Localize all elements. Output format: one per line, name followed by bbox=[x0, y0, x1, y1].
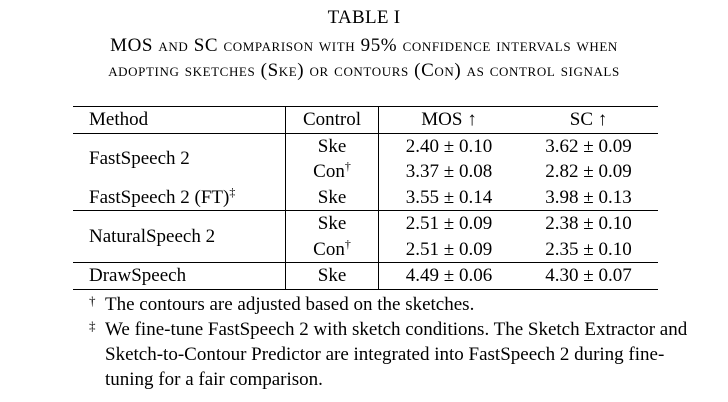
table-row: Con† 3.37 ± 0.08 2.82 ± 0.09 bbox=[73, 159, 658, 185]
header-method: Method bbox=[89, 109, 149, 130]
footnote-text: The contours are adjusted based on the s… bbox=[105, 294, 475, 315]
results-table: Method Control MOS ↑ SC ↑ FastSpeech 2 S… bbox=[73, 106, 658, 290]
caption-line-1: MOS and SC comparison with 95% confidenc… bbox=[110, 35, 618, 56]
method-text: FastSpeech 2 (FT) bbox=[89, 186, 230, 208]
dagger-symbol: † bbox=[89, 293, 96, 308]
mos-cell: 2.51 ± 0.09 bbox=[405, 238, 493, 260]
method-cell: FastSpeech 2 (FT)‡ bbox=[73, 185, 286, 211]
dagger-mark: † bbox=[344, 236, 351, 251]
mos-cell: 2.51 ± 0.09 bbox=[405, 213, 493, 234]
double-dagger-mark: ‡ bbox=[229, 184, 236, 199]
dagger-mark: † bbox=[344, 159, 351, 173]
footnotes: † The contours are adjusted based on the… bbox=[89, 292, 689, 392]
double-dagger-symbol: ‡ bbox=[89, 318, 96, 333]
sc-cell: 2.38 ± 0.10 bbox=[545, 213, 632, 234]
header-control: Control bbox=[285, 106, 379, 133]
footnote-double-dagger: ‡ We fine-tune FastSpeech 2 with sketch … bbox=[89, 317, 689, 392]
method-cell: NaturalSpeech 2 bbox=[89, 225, 216, 247]
sc-cell: 3.98 ± 0.13 bbox=[545, 186, 632, 208]
table-row: Con† 2.51 ± 0.09 2.35 ± 0.10 bbox=[73, 236, 658, 263]
sc-cell-best: 4.30 ± 0.07 bbox=[545, 265, 632, 286]
control-cell: Ske bbox=[285, 184, 379, 211]
mos-cell: 3.37 ± 0.08 bbox=[405, 161, 493, 182]
control-cell: Ske bbox=[285, 133, 379, 159]
table-row: FastSpeech 2 Ske 2.40 ± 0.10 3.62 ± 0.09 bbox=[73, 133, 658, 169]
control-cell: Ske bbox=[285, 262, 379, 289]
header-sc: SC ↑ bbox=[569, 109, 608, 130]
caption-line-2: adopting sketches (Ske) or contours (Con… bbox=[108, 60, 620, 81]
control-text: Con bbox=[313, 161, 345, 182]
table-title: TABLE I bbox=[327, 7, 401, 28]
table-row: DrawSpeech Ske 4.49 ± 0.06 4.30 ± 0.07 bbox=[73, 262, 658, 289]
method-cell: FastSpeech 2 bbox=[89, 148, 190, 170]
header-mos: MOS ↑ bbox=[421, 109, 477, 130]
control-text: Con bbox=[313, 238, 345, 260]
table-row: NaturalSpeech 2 Ske 2.51 ± 0.09 2.38 ± 0… bbox=[73, 210, 658, 247]
sc-cell: 3.62 ± 0.09 bbox=[545, 135, 632, 157]
method-cell: DrawSpeech bbox=[89, 265, 187, 286]
footnote-text: We fine-tune FastSpeech 2 with sketch co… bbox=[105, 319, 688, 390]
header-row: Method Control MOS ↑ SC ↑ bbox=[73, 106, 658, 133]
mos-cell: 2.40 ± 0.10 bbox=[405, 135, 493, 157]
mos-cell: 3.55 ± 0.14 bbox=[405, 186, 493, 208]
table-row: FastSpeech 2 (FT)‡ Ske 3.55 ± 0.14 3.98 … bbox=[73, 184, 658, 211]
mos-cell-best: 4.49 ± 0.06 bbox=[405, 265, 493, 286]
control-cell: Con† bbox=[285, 236, 379, 263]
footnote-dagger: † The contours are adjusted based on the… bbox=[89, 292, 689, 317]
sc-cell: 2.82 ± 0.09 bbox=[545, 161, 632, 182]
sc-cell: 2.35 ± 0.10 bbox=[545, 238, 632, 260]
table-caption: MOS and SC comparison with 95% confidenc… bbox=[0, 33, 728, 83]
control-cell: Con† bbox=[285, 159, 379, 185]
control-cell: Ske bbox=[285, 210, 379, 237]
